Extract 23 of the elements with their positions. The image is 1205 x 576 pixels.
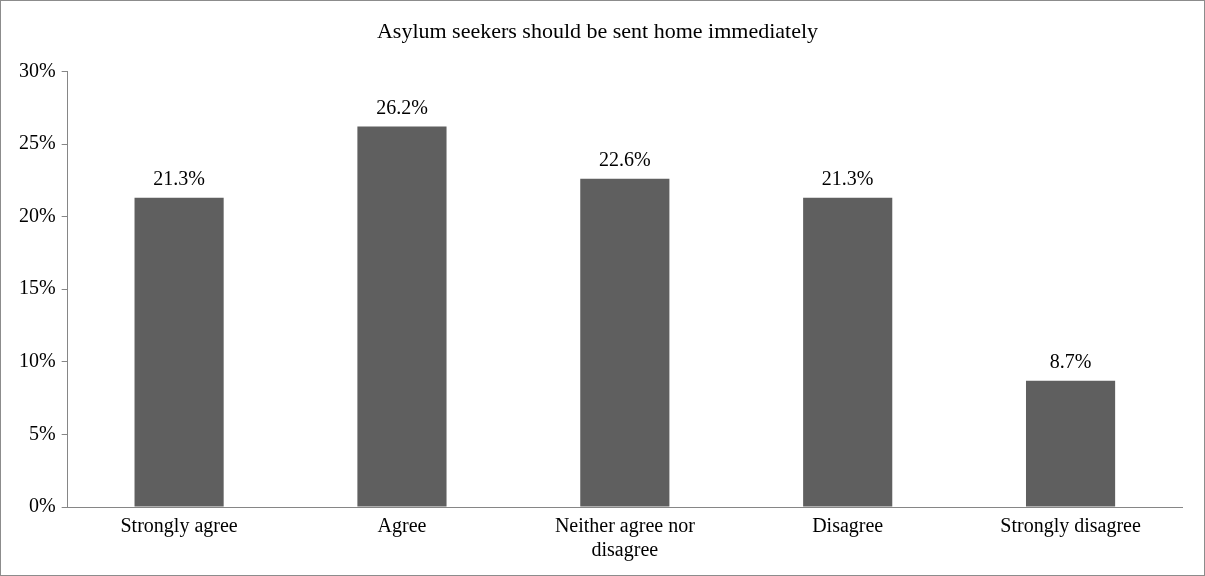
data-label: 26.2%: [376, 95, 428, 118]
data-label: 21.3%: [821, 166, 874, 189]
chart-title: Asylum seekers should be sent home immediately: [376, 17, 819, 43]
y-tick-label: 15%: [18, 276, 56, 299]
x-tick-label: Neither agree nor disagree: [554, 514, 696, 562]
x-tick-label: Strongly disagree: [1000, 514, 1141, 538]
x-tick-label: Disagree: [812, 514, 884, 538]
y-tick-label: 10%: [18, 349, 56, 372]
bar: [134, 197, 224, 507]
y-tick-label: 0%: [28, 494, 56, 517]
data-label: 8.7%: [1049, 349, 1092, 372]
bar: [357, 126, 447, 507]
bar: [580, 178, 670, 507]
bar: [803, 197, 893, 507]
y-tick-label: 30%: [18, 58, 56, 81]
y-tick-label: 25%: [18, 131, 56, 154]
data-label: 22.6%: [598, 148, 651, 171]
x-tick-label: Agree: [377, 514, 427, 538]
bar: [1025, 380, 1116, 507]
x-tick-label: Strongly agree: [120, 514, 238, 538]
data-label: 21.3%: [153, 166, 205, 189]
y-tick-label: 5%: [28, 421, 56, 444]
y-tick-label: 20%: [18, 203, 56, 226]
